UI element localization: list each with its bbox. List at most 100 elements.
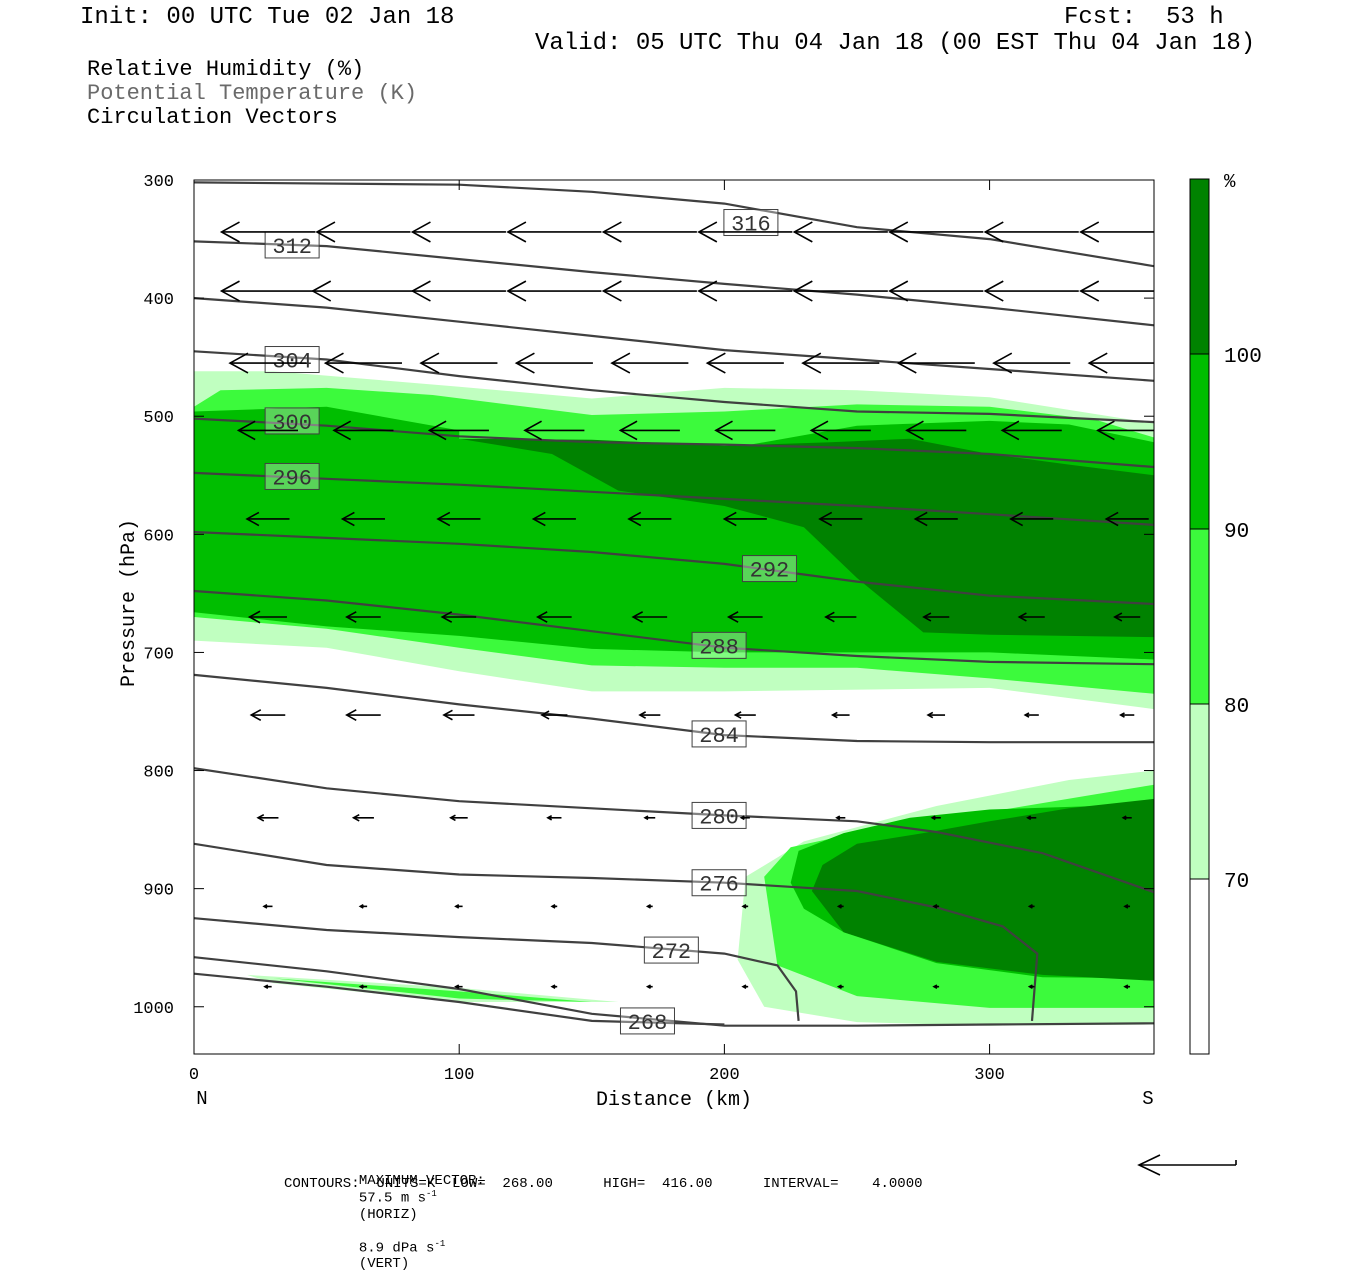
circulation-vector	[540, 710, 568, 720]
contour-label-box	[691, 631, 747, 659]
y-tick-label: 700	[143, 645, 174, 664]
colorbar-swatch	[1190, 879, 1209, 1054]
circulation-vector	[601, 221, 697, 243]
circulation-vector	[219, 280, 316, 302]
forecast-hour-value: 53 h	[1166, 4, 1224, 31]
contour-label-box	[643, 936, 699, 964]
circulation-vector	[932, 984, 940, 990]
circulation-vector	[263, 984, 272, 990]
circulation-vector	[733, 711, 756, 719]
circulation-vector	[410, 221, 506, 243]
circulation-vector	[809, 420, 871, 441]
colorbar-unit: %	[1224, 171, 1236, 193]
circulation-vector	[256, 813, 279, 822]
circulation-vector	[836, 984, 844, 990]
circulation-vector	[1104, 511, 1149, 527]
circulation-vector	[643, 815, 656, 821]
theta-contour-304	[194, 350, 1154, 424]
circulation-vector	[913, 511, 958, 527]
circulation-vector	[697, 280, 793, 302]
circulation-vector	[454, 904, 463, 909]
circulation-vector	[1087, 352, 1154, 374]
circulation-vector	[1023, 712, 1039, 718]
circulation-vector	[236, 420, 299, 441]
circulation-vector	[638, 711, 661, 719]
contour-label: 304	[272, 350, 312, 375]
circulation-vector	[722, 511, 767, 527]
rh-fill-layer	[194, 371, 1154, 1026]
rh-region-100	[811, 798, 1154, 981]
rh-fill-group	[194, 371, 1154, 1026]
circulation-vector-layer	[219, 221, 1154, 990]
circulation-vector	[410, 280, 506, 302]
contour-label: 316	[731, 213, 771, 238]
theta-contour-284	[194, 673, 1154, 744]
circulation-vector	[645, 984, 653, 990]
circulation-vector	[610, 352, 689, 374]
max-horiz-value: 57.5 m s	[358, 1190, 427, 1207]
colorbar-swatch	[1190, 354, 1209, 529]
contour-label: 288	[699, 635, 739, 660]
y-tick-label: 600	[143, 527, 174, 546]
circulation-vector	[922, 612, 950, 622]
contour-label-box	[619, 1007, 675, 1035]
max-vert-exponent: -1	[434, 1238, 446, 1249]
circulation-vector	[536, 611, 572, 623]
colorbar-swatch	[1190, 704, 1209, 879]
circulation-vector	[427, 420, 489, 441]
x-tick-label: 300	[974, 1066, 1005, 1085]
max-vert-value: 8.9 dPa s	[358, 1240, 435, 1257]
circulation-vector	[896, 352, 975, 374]
theta-contour-316	[194, 181, 1154, 268]
circulation-vector	[888, 280, 984, 302]
circulation-vector	[249, 709, 286, 721]
y-tick-label: 800	[143, 764, 174, 783]
vert-tag: (VERT)	[358, 1256, 410, 1272]
rh-region-70	[247, 974, 619, 1002]
theta-contour-group	[194, 181, 1154, 1027]
circulation-vector	[983, 221, 1079, 243]
contour-label-box	[264, 462, 320, 490]
contours-info: CONTOURS: UNITS=K LOW= 268.00 HIGH= 416.…	[284, 1176, 923, 1192]
x-tick-label: 0	[189, 1066, 199, 1085]
circulation-vector	[1026, 815, 1037, 821]
contour-label: 276	[699, 873, 739, 898]
horiz-tag: (HORIZ)	[358, 1206, 418, 1223]
rh-region-80	[273, 978, 592, 1002]
circulation-vector	[550, 984, 558, 990]
plot-frame	[193, 179, 1155, 1055]
circulation-vector	[1017, 612, 1045, 622]
x-end-label-north: N	[196, 1088, 207, 1110]
contour-label-box	[264, 346, 320, 374]
theta-contour-276	[194, 842, 1039, 1021]
max-vector-line: MAXIMUM VECTOR: 57.5 m s-1 (HORIZ) 8.9 d…	[342, 1157, 485, 1272]
circulation-vector	[1027, 984, 1035, 990]
circulation-vector	[1027, 904, 1035, 909]
circulation-vector	[824, 611, 857, 623]
contour-label: 300	[272, 411, 312, 436]
circulation-vector	[546, 814, 562, 821]
circulation-vector	[835, 815, 846, 821]
circulation-vector	[792, 280, 888, 302]
circulation-vector	[705, 352, 784, 374]
circulation-vector	[741, 904, 749, 909]
circulation-vector	[351, 813, 374, 822]
colorbar-level-label: 100	[1224, 346, 1262, 369]
circulation-vector	[1123, 904, 1131, 909]
x-end-label-south: S	[1142, 1088, 1153, 1110]
circulation-vector	[315, 221, 411, 243]
legend-potential-temperature: Potential Temperature (K)	[87, 81, 418, 106]
circulation-vector	[741, 984, 749, 990]
theta-contour-300	[194, 417, 1154, 469]
circulation-vector	[1009, 511, 1054, 527]
circulation-vector	[506, 221, 602, 243]
circulation-vector	[1079, 280, 1154, 302]
colorbar: % 100 90 80 70	[1189, 171, 1262, 1055]
theta-contour-296	[194, 471, 1154, 526]
init-time: Init: 00 UTC Tue 02 Jan 18	[80, 4, 455, 31]
x-axis-label: Distance (km)	[596, 1089, 752, 1112]
x-tick-label: 100	[444, 1066, 475, 1085]
valid-time: Valid: 05 UTC Thu 04 Jan 18 (00 EST Thu …	[535, 30, 1256, 57]
circulation-vector	[726, 611, 763, 623]
circulation-vector	[219, 221, 316, 243]
